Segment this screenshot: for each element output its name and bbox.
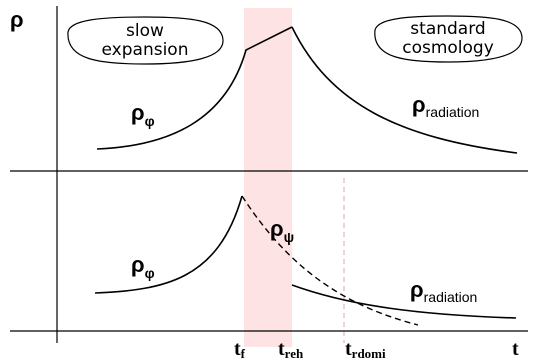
time-marker-treh-sub: reh (285, 346, 304, 360)
bottom-rho-psi-sub: ψ (284, 229, 295, 245)
time-marker-trdomi-sub: rdomi (352, 346, 386, 360)
bubble-right-line1: standard (410, 19, 485, 39)
time-marker-tf-base: t (234, 338, 241, 360)
top-rho-phi-curve (96, 26, 293, 150)
top-rho-radiation-curve (291, 26, 518, 154)
bottom-rho-radiation-base: ρ (410, 277, 424, 302)
bottom-rho-phi-curve (94, 195, 243, 294)
top-rho-phi-base: ρ (131, 100, 145, 125)
reheating-band (244, 8, 292, 347)
y-axis-symbol: ρ (10, 7, 24, 32)
bubble-left-line1: slow (126, 21, 164, 41)
top-rho-radiation-base: ρ (412, 92, 426, 117)
top-rho-phi-label: ρφ (131, 100, 155, 129)
time-marker-trdomi-base: t (345, 338, 352, 360)
top-rho-radiation-sub: radiation (426, 104, 480, 120)
bubble-left-line2: expansion (102, 40, 189, 60)
time-marker-treh: treh (278, 338, 304, 360)
bottom-rho-psi-label: ρψ (270, 216, 294, 245)
bottom-rho-radiation-sub: radiation (424, 289, 478, 305)
bottom-rho-phi-sub: φ (145, 265, 155, 281)
time-marker-trdomi: trdomi (345, 338, 386, 360)
bottom-rho-phi-label: ρφ (131, 252, 155, 281)
x-axis-symbol: t (512, 338, 519, 360)
bottom-rho-phi-base: ρ (131, 252, 145, 277)
time-marker-tf: tf (234, 338, 246, 360)
bubble-right-line2: cosmology (402, 38, 494, 58)
time-marker-tf-sub: f (241, 346, 246, 360)
bottom-rho-radiation-curve (291, 284, 517, 319)
time-marker-treh-base: t (278, 338, 285, 360)
standard-cosmology-bubble (374, 15, 523, 63)
bottom-rho-psi-dashed-curve (241, 195, 419, 326)
bottom-rho-psi-base: ρ (270, 216, 284, 241)
top-rho-phi-sub: φ (145, 113, 155, 129)
bottom-rho-radiation-label: ρradiation (410, 277, 477, 305)
top-rho-radiation-label: ρradiation (412, 92, 479, 120)
slow-expansion-bubble (67, 16, 224, 65)
